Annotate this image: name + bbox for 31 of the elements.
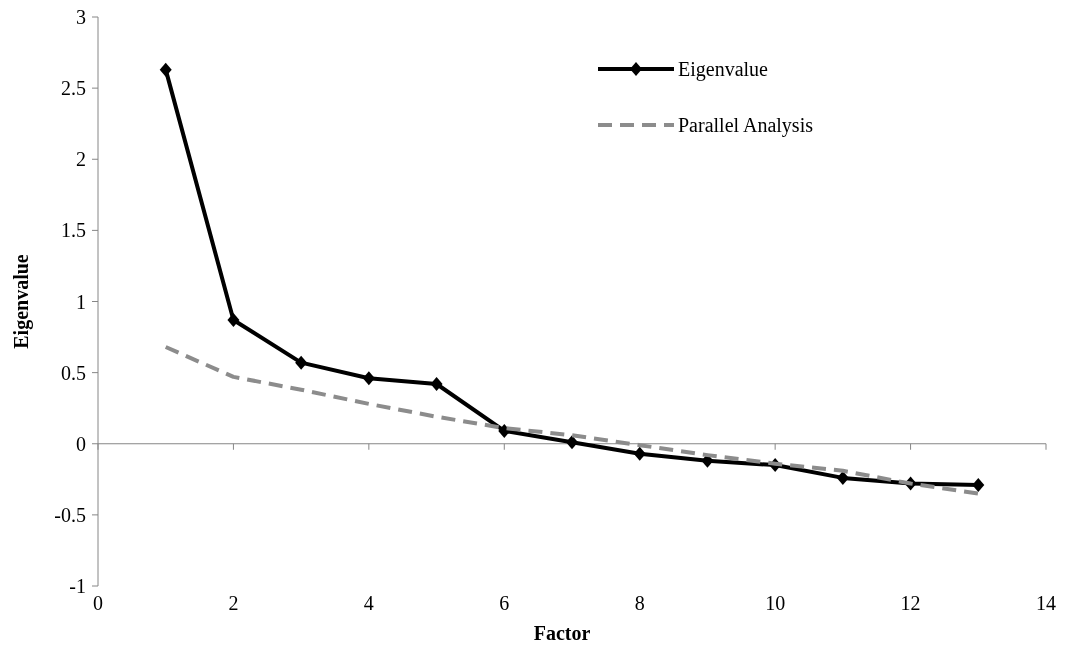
point <box>295 355 308 370</box>
y-tick-label: -0.5 <box>54 503 86 526</box>
y-tick-label: 1 <box>76 290 86 313</box>
legend-label: Parallel Analysis <box>678 114 814 137</box>
y-tick-label: 2.5 <box>61 77 86 100</box>
point <box>566 435 578 450</box>
y-tick-label: 0.5 <box>61 361 86 384</box>
x-tick-label: 12 <box>900 592 921 614</box>
x-tick-label: 8 <box>634 592 645 614</box>
point <box>159 62 172 77</box>
y-tick-label: 3 <box>76 6 86 28</box>
x-tick-label: 2 <box>228 592 239 614</box>
x-tick-label: 0 <box>93 592 103 614</box>
x-tick-label: 14 <box>1036 592 1056 614</box>
y-tick-label: -1 <box>69 575 86 597</box>
y-tick-label: 0 <box>76 432 86 455</box>
point <box>430 377 443 392</box>
point <box>362 371 375 386</box>
legend-label: Eigenvalue <box>678 58 769 81</box>
x-tick-label: 6 <box>499 592 510 614</box>
point <box>972 478 985 492</box>
y-tick-label: 1.5 <box>61 219 86 242</box>
x-tick-label: 4 <box>363 592 374 614</box>
x-tick-label: 10 <box>765 592 786 614</box>
point <box>836 470 849 485</box>
point <box>227 312 240 327</box>
y-tick-label: 2 <box>76 148 86 171</box>
x-axis-title: Factor <box>533 622 591 644</box>
point <box>498 423 511 438</box>
y-axis-title: Eigenvalue <box>10 254 33 349</box>
point <box>633 446 646 461</box>
